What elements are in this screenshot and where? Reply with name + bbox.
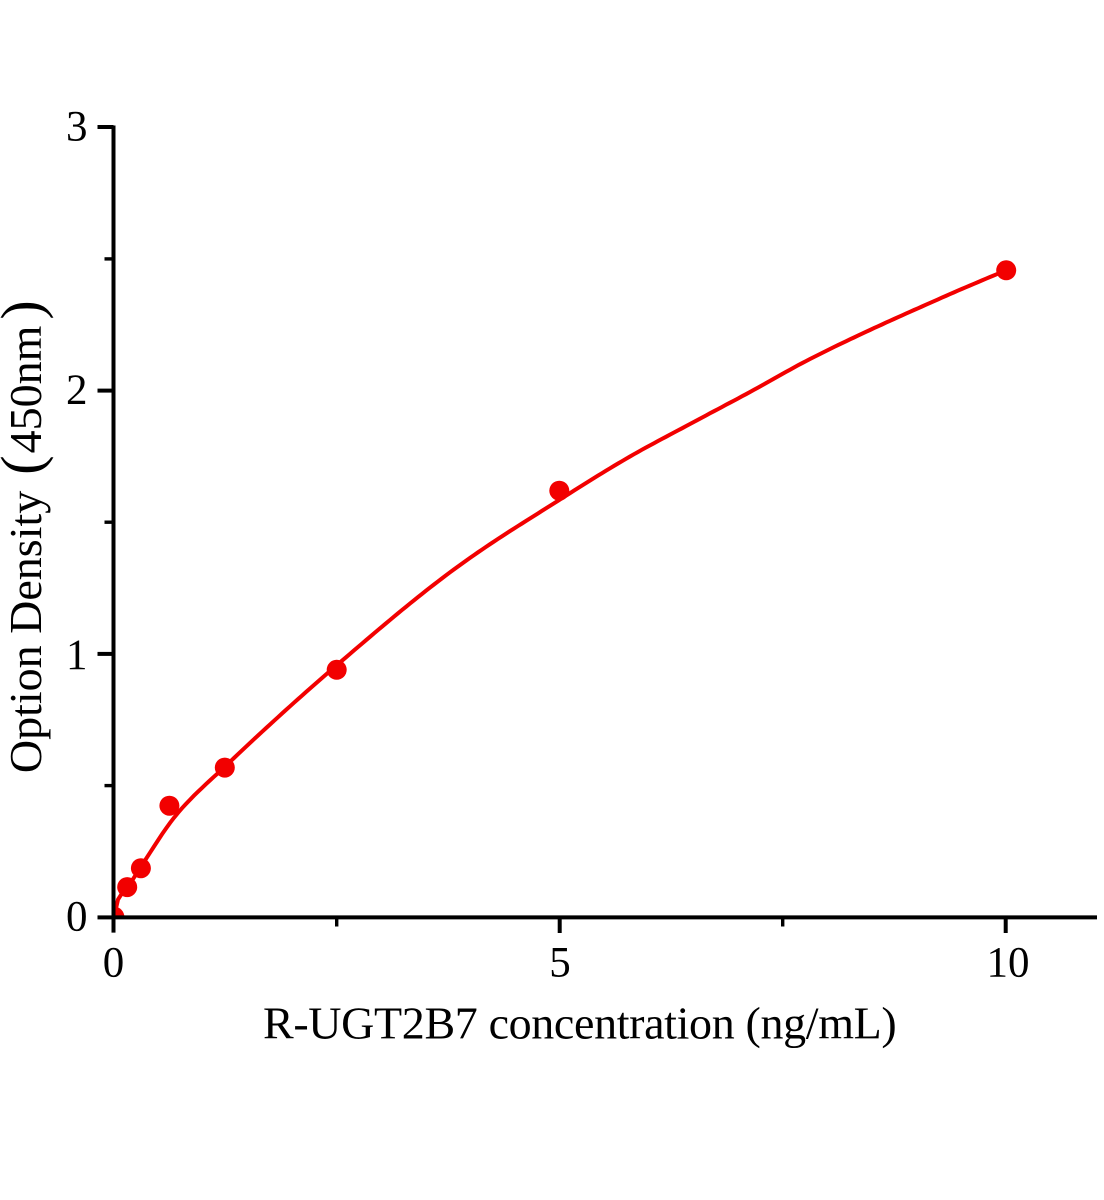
svg-text:0: 0 bbox=[103, 940, 125, 987]
svg-text:3: 3 bbox=[66, 103, 88, 150]
svg-text:5: 5 bbox=[549, 940, 571, 987]
svg-text:R-UGT2B7 concentration (ng/mL): R-UGT2B7 concentration (ng/mL) bbox=[263, 998, 896, 1049]
svg-text:10: 10 bbox=[987, 940, 1030, 987]
svg-text:1: 1 bbox=[66, 632, 88, 679]
svg-text:Option Density(450nm): Option Density(450nm) bbox=[0, 300, 54, 773]
svg-text:0: 0 bbox=[66, 894, 88, 941]
svg-text:2: 2 bbox=[66, 367, 88, 414]
